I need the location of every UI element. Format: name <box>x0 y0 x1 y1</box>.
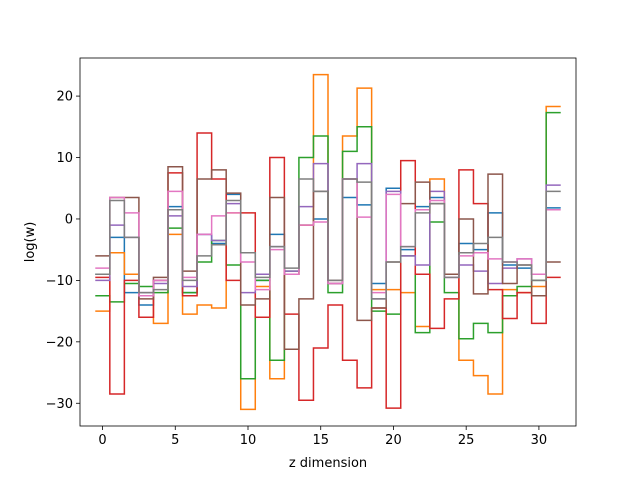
x-tick-label: 30 <box>531 433 548 448</box>
plot-area-frame <box>79 57 577 427</box>
y-axis-label: log(w) <box>23 222 38 263</box>
series-line-2 <box>95 73 561 411</box>
x-tick-label: 0 <box>98 433 106 448</box>
y-axis-ticks: −30 −20 −10 0 10 20 <box>46 90 80 412</box>
series-line-4 <box>95 132 561 409</box>
y-tick-label: 10 <box>56 151 73 166</box>
x-tick-label: 5 <box>171 433 179 448</box>
x-tick-label: 25 <box>458 433 475 448</box>
x-tick-label: 20 <box>385 433 402 448</box>
y-tick-label: −10 <box>46 274 73 289</box>
y-tick-label: 20 <box>56 90 73 105</box>
y-tick-label: 0 <box>65 212 73 227</box>
series-layer <box>95 73 561 411</box>
series-line-8 <box>95 178 561 300</box>
x-axis-ticks: 0 5 10 15 20 25 30 <box>98 426 547 448</box>
y-tick-label: −30 <box>46 397 73 412</box>
y-tick-label: −20 <box>46 335 73 350</box>
x-axis-label: z dimension <box>289 456 367 471</box>
x-tick-label: 15 <box>312 433 329 448</box>
x-tick-label: 10 <box>240 433 257 448</box>
